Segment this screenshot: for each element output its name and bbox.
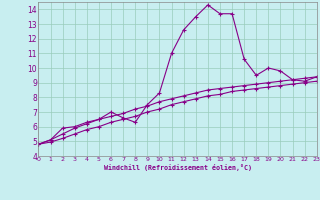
X-axis label: Windchill (Refroidissement éolien,°C): Windchill (Refroidissement éolien,°C) — [104, 164, 252, 171]
